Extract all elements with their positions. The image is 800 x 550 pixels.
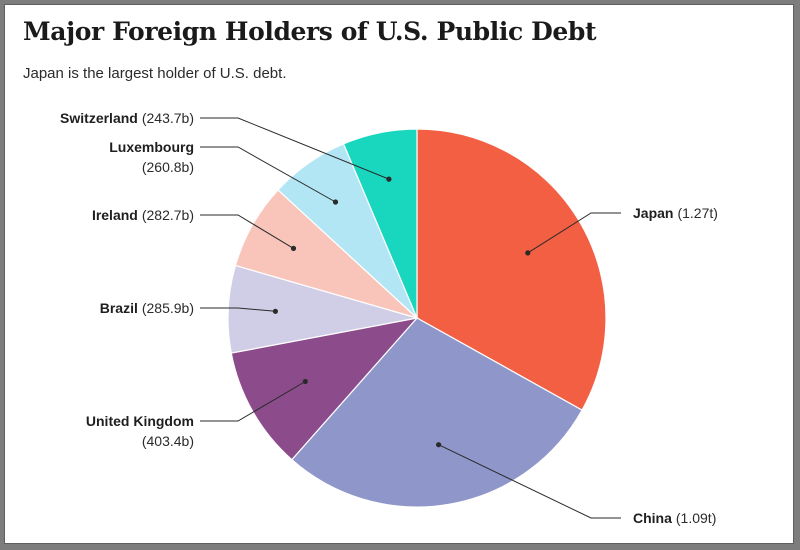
leader-line xyxy=(200,117,390,180)
chart-title: Major Foreign Holders of U.S. Public Deb… xyxy=(23,17,597,46)
slice-name: Ireland xyxy=(92,207,138,223)
slice-label-brazil: Brazil (285.9b) xyxy=(100,300,278,316)
pie-slice-china xyxy=(291,317,583,508)
slice-name: Switzerland xyxy=(60,110,138,126)
slice-label-text: Ireland (282.7b) xyxy=(92,207,194,223)
chart-frame: Major Foreign Holders of U.S. Public Deb… xyxy=(4,4,794,544)
slice-name: China xyxy=(633,510,672,526)
leader-dot xyxy=(436,442,442,448)
leader-dot xyxy=(386,176,392,182)
leader-dot xyxy=(290,245,297,251)
slice-value: (403.4b) xyxy=(142,433,194,449)
leader-line xyxy=(527,212,621,254)
leader-dot xyxy=(302,378,308,385)
slice-value: (282.7b) xyxy=(142,207,194,223)
slice-value: (1.09t) xyxy=(676,510,716,526)
slice-label-japan: Japan (1.27t) xyxy=(525,205,718,256)
slice-value: (243.7b) xyxy=(142,110,194,126)
slice-label-text: United Kingdom (403.4b) xyxy=(86,413,194,449)
slice-label-text: Luxembourg (260.8b) xyxy=(109,139,194,175)
pie-chart: Japan (1.27t) China (1.09t) United Kingdom (4… xyxy=(60,110,718,526)
slice-label-text: Switzerland (243.7b) xyxy=(60,110,194,126)
pie-slice-japan xyxy=(416,128,607,411)
slice-label-text: China (1.09t) xyxy=(633,510,716,526)
slice-label-united-kingdom: United Kingdom (403.4b) xyxy=(86,378,308,449)
slice-name: Japan xyxy=(633,205,673,221)
slice-name: Brazil xyxy=(100,300,138,316)
slice-label-text: Brazil (285.9b) xyxy=(100,300,194,316)
slice-label-luxembourg: Luxembourg (260.8b) xyxy=(109,139,339,205)
slice-label-china: China (1.09t) xyxy=(436,442,716,526)
chart-subtitle: Japan is the largest holder of U.S. debt… xyxy=(23,65,287,82)
slice-label-switzerland: Switzerland (243.7b) xyxy=(60,110,392,182)
slice-name: United Kingdom xyxy=(86,413,194,429)
leader-dot xyxy=(525,250,531,256)
leader-dot xyxy=(332,199,339,205)
slice-name: Luxembourg xyxy=(109,139,194,155)
slice-label-ireland: Ireland (282.7b) xyxy=(92,207,297,251)
pie-slice-switzerland xyxy=(342,128,418,319)
leader-line xyxy=(438,444,621,519)
slice-label-text: Japan (1.27t) xyxy=(633,205,718,221)
leader-dot xyxy=(272,308,278,314)
leader-line xyxy=(200,146,336,203)
pie-slice-united-kingdom xyxy=(230,317,419,461)
slice-value: (1.27t) xyxy=(677,205,717,221)
leader-line xyxy=(200,214,294,249)
leader-line xyxy=(200,307,276,312)
leader-line xyxy=(200,381,306,422)
slice-value: (285.9b) xyxy=(142,300,194,316)
slice-value: (260.8b) xyxy=(142,159,194,175)
